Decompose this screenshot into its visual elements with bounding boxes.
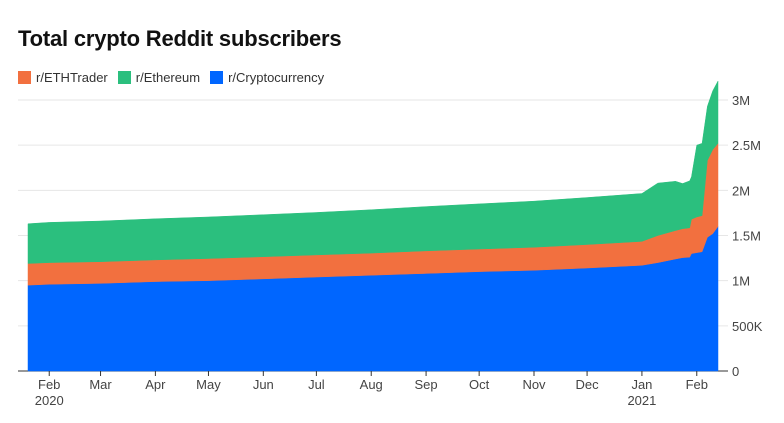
x-tick-label-jun: Jun <box>253 377 274 392</box>
legend-swatch-ethereum <box>117 71 131 84</box>
legend-item-ethtrader: r/ETHTrader <box>18 70 108 85</box>
x-tick-year-2021: 2021 <box>627 393 656 408</box>
y-tick-label-0: 0 <box>732 364 739 379</box>
legend: r/ETHTrader r/Ethereum r/Cryptocurrency <box>18 70 324 85</box>
x-tick-year-2020: 2020 <box>35 393 64 408</box>
chart-title: Total crypto Reddit subscribers <box>18 26 342 51</box>
x-tick-label-oct: Oct <box>469 377 490 392</box>
legend-label-ethtrader: r/ETHTrader <box>36 70 108 85</box>
x-tick-label-dec: Dec <box>576 377 600 392</box>
y-tick-label-500K: 500K <box>732 319 763 334</box>
y-tick-label-1.5M: 1.5M <box>732 229 761 244</box>
x-tick-label-aug: Aug <box>360 377 383 392</box>
legend-item-ethereum: r/Ethereum <box>117 70 201 85</box>
x-tick-label-jul: Jul <box>308 377 325 392</box>
area-rethereum <box>27 80 719 264</box>
y-tick-label-1M: 1M <box>732 274 750 289</box>
x-tick-label-feb: Feb <box>686 377 708 392</box>
x-tick-label-mar: Mar <box>89 377 112 392</box>
x-tick-label-feb: Feb <box>38 377 60 392</box>
legend-swatch-cryptocurrency <box>210 71 224 84</box>
legend-item-cryptocurrency: r/Cryptocurrency <box>210 70 324 85</box>
y-tick-label-3M: 3M <box>732 93 750 108</box>
y-tick-label-2M: 2M <box>732 183 750 198</box>
x-tick-label-sep: Sep <box>415 377 438 392</box>
x-tick-label-apr: Apr <box>145 377 166 392</box>
x-tick-label-jan: Jan <box>631 377 652 392</box>
y-tick-label-2.5M: 2.5M <box>732 138 761 153</box>
x-tick-label-nov: Nov <box>522 377 546 392</box>
x-tick-label-may: May <box>196 377 221 392</box>
legend-label-cryptocurrency: r/Cryptocurrency <box>228 70 325 85</box>
legend-label-ethereum: r/Ethereum <box>135 70 201 85</box>
legend-swatch-ethtrader <box>18 71 31 84</box>
